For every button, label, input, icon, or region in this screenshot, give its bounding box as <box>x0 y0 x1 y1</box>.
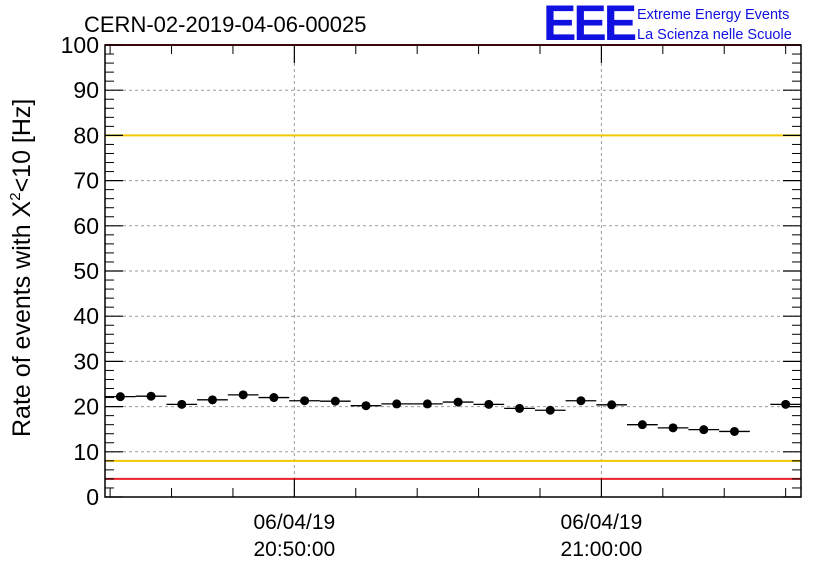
logo-line-2: La Scienza nelle Scuole <box>637 27 792 43</box>
chart-title: CERN-02-2019-04-06-00025 <box>84 12 367 37</box>
data-point <box>484 399 494 409</box>
data-point <box>422 399 432 409</box>
y-tick-label: 100 <box>61 32 99 58</box>
data-point <box>515 403 525 413</box>
data-point <box>146 391 156 401</box>
data-point <box>330 396 340 406</box>
data-points <box>105 390 801 436</box>
data-point <box>115 392 125 402</box>
data-point <box>781 399 791 409</box>
y-axis-label-sup: 2 <box>7 192 24 200</box>
y-tick-label: 20 <box>73 394 99 420</box>
data-point <box>699 425 709 435</box>
y-axis-label-tail: <10 [Hz] <box>8 99 36 193</box>
x-tick-date-label: 06/04/19 <box>253 511 335 534</box>
data-point <box>729 426 739 436</box>
y-tick-label: 50 <box>73 258 99 284</box>
data-point <box>269 393 279 403</box>
data-point <box>238 390 248 400</box>
data-point <box>207 395 217 405</box>
data-point <box>545 405 555 415</box>
y-tick-label: 0 <box>86 484 99 510</box>
data-point <box>607 400 617 410</box>
y-tick-label: 30 <box>73 348 99 374</box>
data-point <box>576 396 586 406</box>
data-point <box>453 397 463 407</box>
y-tick-label: 80 <box>73 122 99 148</box>
y-tick-label: 60 <box>73 213 99 239</box>
y-tick-label: 40 <box>73 303 99 329</box>
axes: 0 10 20 30 40 50 60 70 80 90 100 06/04/19 20:50:00 06… <box>61 32 801 561</box>
data-point <box>361 401 371 411</box>
data-point <box>637 420 647 430</box>
reference-lines <box>105 44 801 480</box>
data-point <box>300 396 310 406</box>
data-point <box>177 399 187 409</box>
eee-logo: EEE Extreme Energy Events La Scienza nel… <box>543 0 792 51</box>
y-tick-label: 90 <box>73 77 99 103</box>
x-tick-time-label: 20:50:00 <box>253 538 335 561</box>
y-axis-label: Rate of events with X2<10 [Hz] <box>7 99 36 437</box>
y-tick-label: 10 <box>73 439 99 465</box>
x-tick-time-label: 21:00:00 <box>561 538 643 561</box>
data-point <box>668 423 678 433</box>
y-axis-label-main: Rate of events with X <box>8 200 36 437</box>
y-tick-label: 70 <box>73 168 99 194</box>
data-point <box>392 399 402 409</box>
logo-line-1: Extreme Energy Events <box>637 7 789 23</box>
logo-mark: EEE <box>543 0 636 51</box>
x-tick-date-label: 06/04/19 <box>561 511 643 534</box>
